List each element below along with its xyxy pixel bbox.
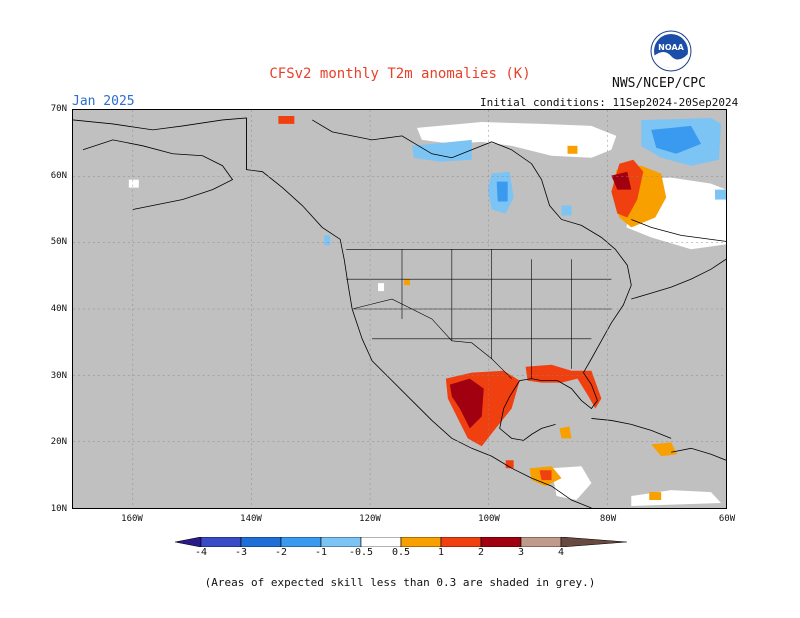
noaa-logo: NOAA bbox=[650, 30, 692, 72]
cold-regions bbox=[324, 117, 726, 246]
colorbar-swatch bbox=[400, 537, 442, 547]
lat-label: 70N bbox=[50, 104, 67, 114]
colorbar-tick: 2 bbox=[477, 547, 485, 558]
colorbar-arrow-high bbox=[560, 537, 627, 547]
colorbar-swatch bbox=[320, 537, 362, 547]
colorbar-tick: 4 bbox=[557, 547, 565, 558]
colorbar-tick: -1 bbox=[314, 547, 328, 558]
lat-label: 10N bbox=[50, 504, 67, 514]
map-title: CFSv2 monthly T2m anomalies (K) bbox=[269, 66, 531, 82]
colorbar-swatch bbox=[200, 537, 242, 547]
lat-label: 40N bbox=[50, 304, 67, 314]
colorbar-tick: -3 bbox=[234, 547, 248, 558]
colorbar-tick: 0.5 bbox=[391, 547, 411, 558]
lon-label: 140W bbox=[240, 514, 262, 524]
organization-label: NWS/NCEP/CPC bbox=[612, 76, 706, 91]
lat-label: 30N bbox=[50, 371, 67, 381]
lon-label: 120W bbox=[359, 514, 381, 524]
forecast-month: Jan 2025 bbox=[72, 94, 135, 109]
skill-note: (Areas of expected skill less than 0.3 a… bbox=[204, 576, 596, 589]
colorbar-swatch bbox=[440, 537, 482, 547]
colorbar-tick: -4 bbox=[194, 547, 208, 558]
lat-label: 20N bbox=[50, 437, 67, 447]
anomaly-map bbox=[72, 109, 727, 509]
coastlines bbox=[73, 117, 726, 508]
colorbar-swatch bbox=[480, 537, 522, 547]
lon-label: 100W bbox=[478, 514, 500, 524]
lat-label: 60N bbox=[50, 171, 67, 181]
colorbar-swatch bbox=[280, 537, 322, 547]
graticule bbox=[73, 110, 726, 508]
lon-label: 80W bbox=[599, 514, 617, 524]
colorbar-swatch bbox=[520, 537, 562, 547]
colorbar-tick: -0.5 bbox=[348, 547, 374, 558]
initial-conditions: Initial conditions: 11Sep2024-20Sep2024 bbox=[480, 96, 739, 109]
lat-label: 50N bbox=[50, 237, 67, 247]
colorbar-swatch bbox=[360, 537, 402, 547]
lon-label: 60W bbox=[718, 514, 736, 524]
colorbar bbox=[175, 537, 627, 547]
lon-label: 160W bbox=[121, 514, 143, 524]
colorbar-tick: 1 bbox=[437, 547, 445, 558]
colorbar-tick: 3 bbox=[517, 547, 525, 558]
logo-text: NOAA bbox=[658, 43, 684, 52]
colorbar-tick: -2 bbox=[274, 547, 288, 558]
colorbar-swatch bbox=[240, 537, 282, 547]
colorbar-arrow-low bbox=[175, 537, 202, 547]
